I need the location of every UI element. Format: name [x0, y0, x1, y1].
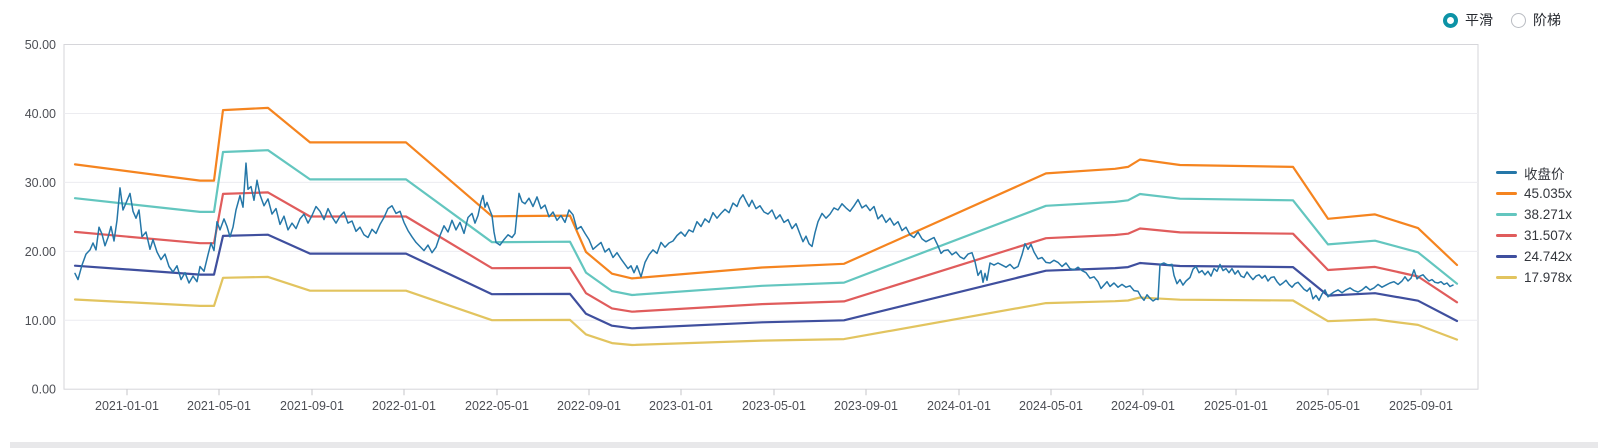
radio-step-label: 阶梯	[1533, 12, 1561, 28]
x-axis-tick-label: 2021-09-01	[280, 399, 344, 413]
band-line-38.271x	[73, 149, 1459, 297]
radio-smooth-label: 平滑	[1465, 12, 1493, 28]
y-axis-tick-label: 30.00	[25, 176, 56, 190]
x-axis-tick-label: 2024-01-01	[927, 399, 991, 413]
y-axis-tick-label: 0.00	[32, 383, 56, 397]
legend-item-38.271x[interactable]: 38.271x	[1496, 204, 1572, 225]
legend-label: 45.035x	[1524, 186, 1573, 201]
radio-option-step[interactable]: 阶梯	[1511, 10, 1561, 30]
x-axis-tick-label: 2021-05-01	[187, 399, 251, 413]
band-line-24.742x	[73, 233, 1459, 330]
x-axis-tick-label: 2023-05-01	[742, 399, 806, 413]
legend-swatch	[1496, 234, 1517, 237]
legend-swatch	[1496, 255, 1517, 258]
legend-label: 31.507x	[1524, 228, 1573, 243]
x-axis-tick-label: 2022-09-01	[557, 399, 621, 413]
x-axis-tick-label: 2022-05-01	[465, 399, 529, 413]
legend-swatch	[1496, 276, 1517, 279]
band-line-45.035x	[73, 106, 1459, 280]
legend-item-17.978x[interactable]: 17.978x	[1496, 267, 1572, 288]
close-price-line	[74, 162, 1454, 302]
x-axis-tick-label: 2022-01-01	[372, 399, 436, 413]
legend-item-收盘价[interactable]: 收盘价	[1496, 162, 1572, 183]
y-axis-tick-label: 50.00	[25, 38, 56, 52]
legend-swatch	[1496, 192, 1517, 195]
band-line-31.507x	[73, 191, 1459, 313]
x-axis-tick-label: 2023-01-01	[649, 399, 713, 413]
x-axis-tick-label: 2024-09-01	[1111, 399, 1175, 413]
radio-step-icon[interactable]	[1511, 12, 1526, 28]
x-axis-tick-label: 2025-05-01	[1296, 399, 1360, 413]
legend-label: 17.978x	[1524, 270, 1573, 285]
x-axis-tick-label: 2023-09-01	[834, 399, 898, 413]
x-axis-tick-label: 2021-01-01	[95, 399, 159, 413]
smoothing-mode-radio-group: 平滑 阶梯	[1443, 10, 1561, 30]
chart-legend: 收盘价 45.035x 38.271x 31.507x 24.742x 17.978x	[1496, 162, 1572, 288]
legend-label: 24.742x	[1524, 249, 1573, 264]
band-line-17.978x	[73, 275, 1459, 347]
x-axis-tick-label: 2025-01-01	[1204, 399, 1268, 413]
radio-smooth-icon[interactable]	[1443, 12, 1458, 28]
legend-swatch	[1496, 213, 1517, 216]
x-axis-tick-label: 2025-09-01	[1389, 399, 1453, 413]
radio-option-smooth[interactable]: 平滑	[1443, 10, 1493, 30]
legend-item-45.035x[interactable]: 45.035x	[1496, 183, 1572, 204]
bottom-panel-edge	[10, 442, 1598, 448]
x-axis-tick-label: 2024-05-01	[1019, 399, 1083, 413]
legend-item-31.507x[interactable]: 31.507x	[1496, 225, 1572, 246]
plot-border	[63, 44, 1479, 390]
legend-label: 收盘价	[1524, 166, 1565, 182]
legend-swatch	[1496, 171, 1517, 174]
legend-label: 38.271x	[1524, 207, 1573, 222]
y-axis-tick-label: 10.00	[25, 314, 56, 328]
y-axis-tick-label: 20.00	[25, 245, 56, 259]
y-axis-tick-label: 40.00	[25, 107, 56, 121]
legend-item-24.742x[interactable]: 24.742x	[1496, 246, 1572, 267]
